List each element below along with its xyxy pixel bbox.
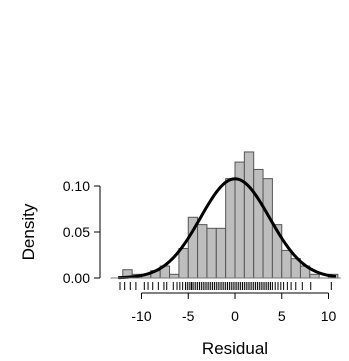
- histogram-bar: [197, 224, 208, 279]
- y-tick-label: 0.10: [63, 178, 90, 194]
- rug-marks-group: [119, 282, 332, 290]
- histogram-bar: [243, 151, 255, 279]
- histogram-bar: [281, 249, 292, 279]
- y-tick-label: 0.00: [63, 270, 90, 286]
- x-tick-label: -10: [131, 308, 151, 324]
- y-tick-label: 0.05: [63, 224, 90, 240]
- x-axis-title: Residual: [202, 339, 268, 358]
- histogram-bar: [309, 273, 320, 279]
- bars-group: [122, 151, 339, 279]
- y-axis-title: Density: [19, 203, 38, 260]
- histogram-bar: [215, 227, 227, 279]
- normal-density-curve: [118, 177, 337, 280]
- x-tick-label: 10: [321, 308, 337, 324]
- x-tick-label: 5: [278, 308, 286, 324]
- histogram-bar: [178, 248, 189, 279]
- x-tick-label: -5: [182, 308, 195, 324]
- histogram-bar: [169, 273, 180, 279]
- histogram-bar: [262, 178, 273, 279]
- histogram-bar: [253, 168, 264, 279]
- y-axis: 0.00 0.05 0.10: [63, 178, 101, 286]
- histogram-bar: [225, 178, 236, 279]
- histogram-bar: [206, 227, 217, 279]
- x-axis: -10 -5 0 5 10: [131, 292, 337, 324]
- x-tick-label: 0: [231, 308, 239, 324]
